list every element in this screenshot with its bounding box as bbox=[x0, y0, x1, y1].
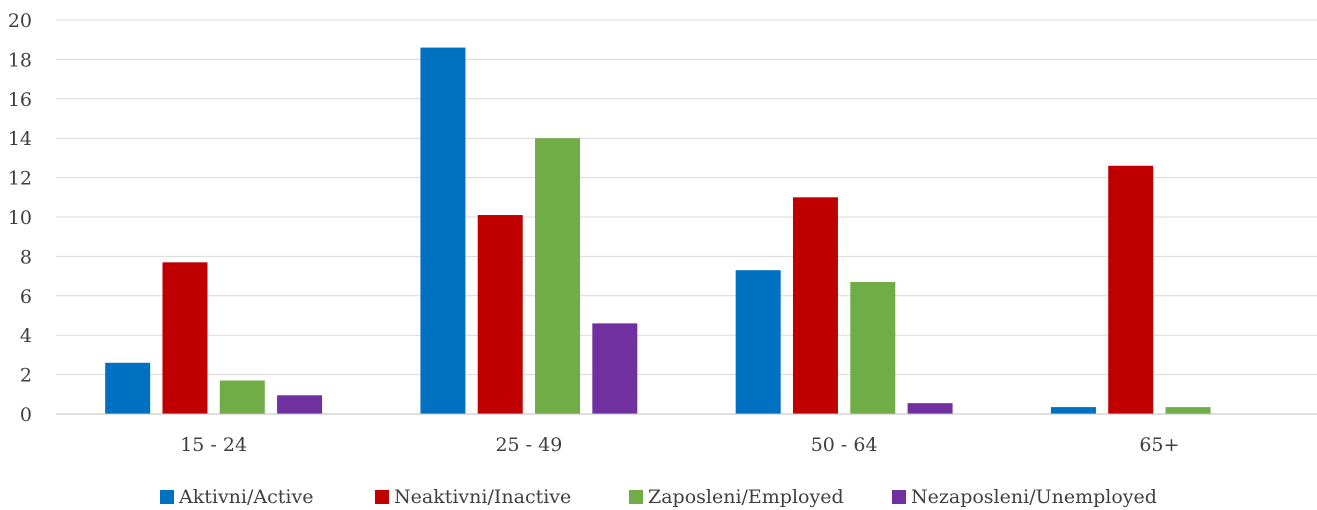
legend-item: Neaktivni/Inactive bbox=[375, 486, 571, 508]
y-tick-label: 2 bbox=[20, 365, 32, 387]
legend-item: Aktivni/Active bbox=[160, 486, 313, 508]
bar bbox=[219, 380, 265, 414]
legend: Aktivni/Active Neaktivni/Inactive Zaposlen… bbox=[160, 486, 1157, 508]
legend-swatch bbox=[629, 490, 643, 504]
y-tick-label: 6 bbox=[20, 286, 32, 308]
bar bbox=[907, 403, 953, 414]
y-tick-label: 0 bbox=[20, 404, 32, 426]
legend-item: Zaposleni/Employed bbox=[629, 486, 844, 508]
legend-label: Neaktivni/Inactive bbox=[394, 486, 571, 508]
gridlines bbox=[56, 19, 1317, 376]
bar bbox=[592, 323, 638, 414]
legend-label: Zaposleni/Employed bbox=[648, 486, 844, 508]
y-tick-label: 18 bbox=[8, 49, 32, 71]
bar bbox=[1108, 165, 1154, 414]
bar bbox=[105, 362, 151, 414]
bar bbox=[792, 197, 838, 414]
x-category-label: 25 - 49 bbox=[495, 434, 562, 456]
x-category-label: 15 - 24 bbox=[180, 434, 247, 456]
bar bbox=[1050, 407, 1096, 414]
y-tick-label: 10 bbox=[8, 207, 32, 229]
bars bbox=[105, 47, 1211, 415]
bar bbox=[735, 270, 781, 414]
bar bbox=[477, 215, 523, 414]
legend-label: Nezaposleni/Unemployed bbox=[911, 486, 1157, 508]
bar bbox=[420, 47, 466, 415]
bar bbox=[1165, 407, 1211, 414]
legend-swatch bbox=[892, 490, 906, 504]
bar bbox=[535, 138, 581, 414]
y-axis-ticks: 0 2 4 6 8 10 12 14 16 18 20 bbox=[8, 10, 32, 426]
x-axis-categories: 15 - 24 25 - 49 50 - 64 65+ bbox=[180, 434, 1179, 456]
y-tick-label: 16 bbox=[8, 89, 32, 111]
legend-item: Nezaposleni/Unemployed bbox=[892, 486, 1157, 508]
legend-swatch bbox=[160, 490, 174, 504]
bar bbox=[850, 282, 896, 414]
bar bbox=[277, 395, 323, 414]
y-tick-label: 8 bbox=[20, 246, 32, 268]
y-tick-label: 12 bbox=[8, 168, 32, 190]
y-tick-label: 14 bbox=[8, 128, 32, 150]
y-tick-label: 20 bbox=[8, 10, 32, 32]
legend-swatch bbox=[375, 490, 389, 504]
x-category-label: 50 - 64 bbox=[811, 434, 878, 456]
legend-label: Aktivni/Active bbox=[178, 486, 313, 508]
y-tick-label: 4 bbox=[20, 325, 32, 347]
bar bbox=[162, 262, 208, 414]
x-category-label: 65+ bbox=[1139, 434, 1179, 456]
